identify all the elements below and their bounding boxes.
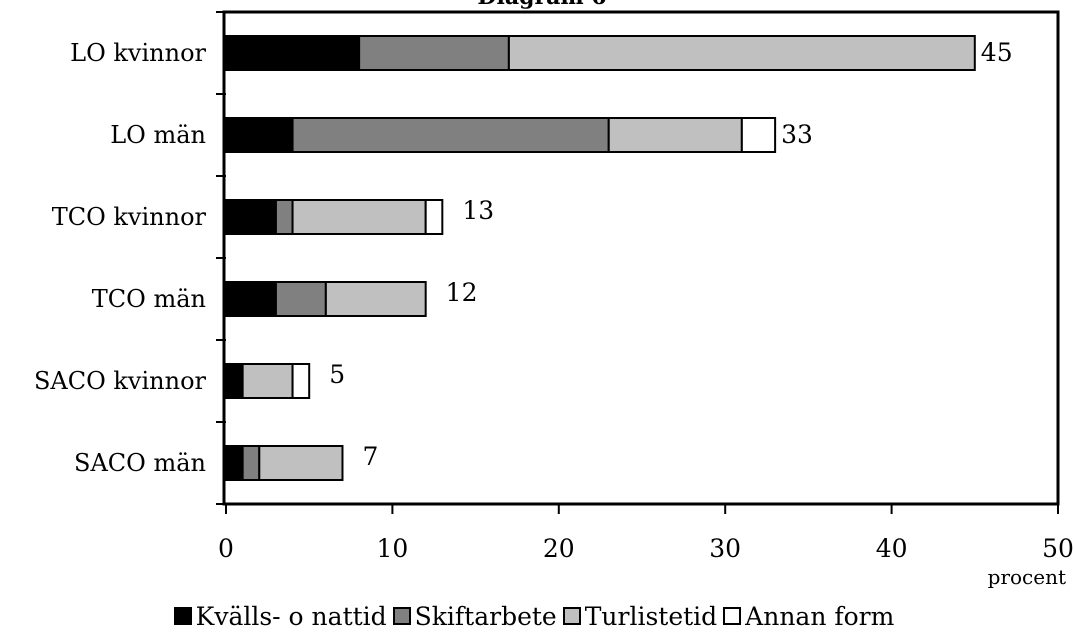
category-label: TCO kvinnor xyxy=(52,203,207,231)
legend: Kvälls- o nattid Skiftarbete Turlistetid An… xyxy=(0,596,1074,636)
x-tick-label: 20 xyxy=(543,534,575,563)
bar-segment xyxy=(258,445,344,481)
bar-segment xyxy=(225,199,277,235)
category-label: LO män xyxy=(110,121,206,149)
bar-segment xyxy=(324,281,427,317)
x-tick-label: 0 xyxy=(218,534,234,563)
category-label: LO kvinnor xyxy=(70,39,206,67)
bar-segment xyxy=(225,281,277,317)
x-tick-label: 10 xyxy=(376,534,408,563)
legend-label: Skiftarbete xyxy=(414,601,557,631)
legend-swatch xyxy=(392,607,411,625)
legend-swatch xyxy=(173,607,192,625)
bar-segment xyxy=(241,363,294,399)
bar-segment xyxy=(274,281,327,317)
legend-item: Annan form xyxy=(723,602,894,631)
legend-label: Annan form xyxy=(745,601,895,631)
bar-segment xyxy=(225,445,244,481)
bar-segment xyxy=(241,445,261,481)
legend-label: Turlistetid xyxy=(584,601,718,631)
bar-segment xyxy=(225,117,294,153)
bar-segment xyxy=(607,117,743,153)
bar-segment xyxy=(291,363,311,399)
total-label: 45 xyxy=(981,38,1013,67)
chart-svg: Diagram 6 LO kvinnor 45 LO män 33 TCO kvinno… xyxy=(34,0,1074,589)
bar-segment xyxy=(225,363,244,399)
category-label: TCO män xyxy=(92,285,206,313)
x-tick-label: 30 xyxy=(709,534,741,563)
legend-swatch xyxy=(723,607,742,625)
bars-layer xyxy=(225,35,976,481)
total-label: 5 xyxy=(329,360,345,389)
x-tick-label: 50 xyxy=(1042,534,1074,563)
bar-segment xyxy=(507,35,976,71)
x-axis-label: procent xyxy=(988,565,1066,589)
total-label: 13 xyxy=(462,196,494,225)
plot-frame xyxy=(222,10,1060,506)
chart-title: Diagram 6 xyxy=(477,0,606,10)
category-label: SACO kvinnor xyxy=(34,367,207,395)
total-label: 33 xyxy=(781,120,813,149)
labels-layer: LO kvinnor 45 LO män 33 TCO kvinnor 13 TCO män… xyxy=(34,38,1013,477)
legend-label: Kvälls- o nattid xyxy=(195,601,387,631)
legend-item: Skiftarbete xyxy=(392,601,557,631)
category-label: SACO män xyxy=(74,449,206,477)
total-label: 12 xyxy=(446,278,478,307)
legend-item: Turlistetid xyxy=(562,601,718,631)
bar-segment xyxy=(225,35,361,71)
bar-segment xyxy=(291,199,427,235)
bar-segment xyxy=(740,117,777,153)
bar-segment xyxy=(424,199,444,235)
legend-swatch xyxy=(562,607,581,625)
bar-segment xyxy=(291,117,610,153)
bar-segment xyxy=(358,35,510,71)
total-label: 7 xyxy=(362,442,378,471)
legend-item: Kvälls- o nattid xyxy=(173,601,387,631)
x-tick-label: 40 xyxy=(876,534,908,563)
bar-segment xyxy=(274,199,294,235)
